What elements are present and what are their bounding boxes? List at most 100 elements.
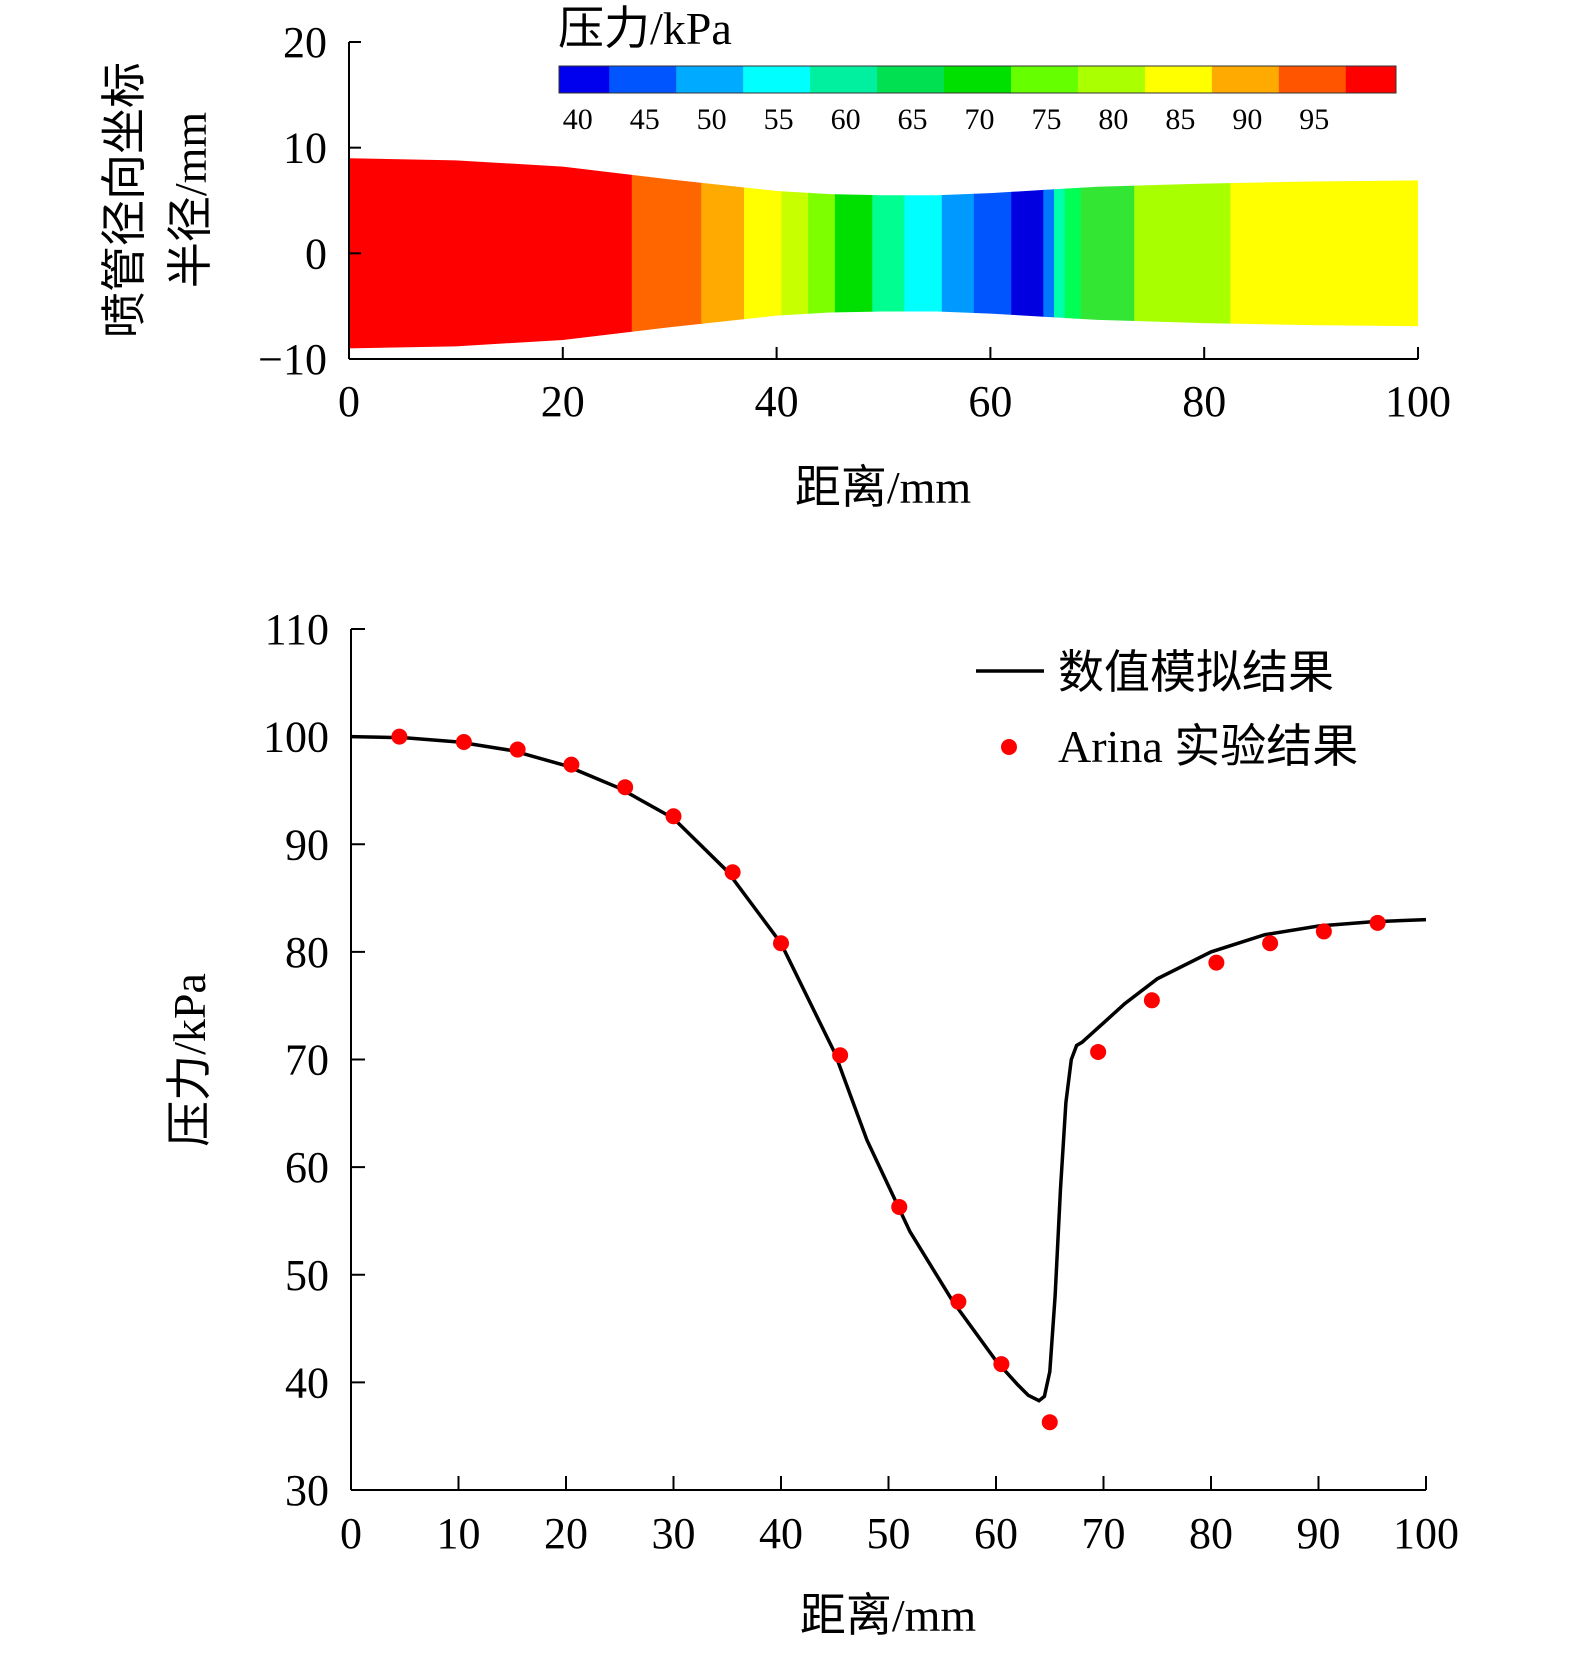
contour-band-15	[1080, 158, 1136, 349]
contour-y-tick-label: 20	[283, 18, 327, 67]
pressure-y-tick-label: 80	[285, 928, 329, 977]
data-point-experiment	[891, 1198, 908, 1215]
data-point-experiment	[773, 935, 789, 952]
data-point-experiment	[617, 779, 634, 796]
contour-band-17	[1230, 158, 1418, 349]
colorbar-tick-label: 80	[1098, 103, 1128, 136]
data-point-experiment	[1090, 1043, 1107, 1060]
contour-x-tick-label: 0	[338, 377, 360, 426]
colorbar-tick-label: 90	[1232, 103, 1262, 136]
colorbar-tick-label: 45	[630, 103, 660, 136]
pressure-x-tick-label: 100	[1393, 1509, 1459, 1558]
data-point-experiment	[993, 1356, 1010, 1373]
colorbar-tick-label: 50	[697, 103, 727, 136]
contour-x-tick-label: 100	[1385, 377, 1451, 426]
colorbar-ticks: 40 45 50 55 60 65 70 75 80 85 90 95	[563, 103, 1330, 136]
contour-band-2	[701, 158, 746, 349]
contour-x-ticks: 0 20 40 60 80 100	[338, 347, 1451, 426]
colorbar-segment-12	[1345, 66, 1397, 93]
colorbar-segment-2	[676, 66, 744, 93]
colorbar-segment-9	[1144, 66, 1213, 93]
pressure-y-tick-label: 70	[285, 1036, 329, 1085]
colorbar-segment-6	[944, 66, 1012, 93]
colorbar-title: 压力/kPa	[558, 3, 732, 54]
legend-label-simulation: 数值模拟结果	[1058, 647, 1334, 698]
pressure-y-tick-label: 30	[285, 1466, 329, 1515]
contour-y-tick-label: 0	[305, 229, 327, 278]
data-point-experiment	[724, 864, 741, 881]
colorbar-segment-3	[743, 66, 811, 93]
contour-band-5	[808, 158, 836, 349]
pressure-x-tick-label: 60	[974, 1509, 1018, 1558]
colorbar-segment-7	[1010, 66, 1079, 93]
colorbar-segment-4	[810, 66, 878, 93]
data-point-experiment	[1041, 1414, 1058, 1431]
colorbar-segment-8	[1077, 66, 1146, 93]
pressure-x-tick-label: 30	[652, 1509, 696, 1558]
colorbar-tick-label: 40	[563, 103, 593, 136]
contour-band-11	[1011, 158, 1045, 349]
legend-label-experiment: Arina 实验结果	[1058, 721, 1358, 772]
colorbar-tick-label: 60	[831, 103, 861, 136]
data-point-experiment	[950, 1293, 967, 1310]
contour-x-tick-label: 40	[755, 377, 799, 426]
contour-band-12	[1043, 158, 1056, 349]
contour-band-1	[631, 158, 703, 349]
pressure-y-tick-label: 40	[285, 1358, 329, 1407]
pressure-x-tick-label: 90	[1297, 1509, 1341, 1558]
pressure-y-tick-label: 90	[285, 820, 329, 869]
colorbar-segment-11	[1278, 66, 1347, 93]
contour-band-10	[973, 158, 1013, 349]
contour-band-8	[904, 158, 943, 349]
pressure-y-tick-label: 100	[263, 713, 329, 762]
pressure-x-tick-label: 70	[1082, 1509, 1126, 1558]
contour-band-16	[1134, 158, 1232, 349]
colorbar-tick-label: 65	[898, 103, 928, 136]
colorbar-segments	[558, 65, 1397, 94]
contour-x-tick-label: 60	[968, 377, 1012, 426]
pressure-x-tick-label: 0	[340, 1509, 362, 1558]
data-point-experiment	[563, 756, 580, 773]
legend: 数值模拟结果 Arina 实验结果	[976, 647, 1358, 772]
pressure-x-tick-label: 20	[544, 1509, 588, 1558]
pressure-y-tick-label: 110	[265, 605, 329, 654]
data-point-experiment	[391, 728, 408, 745]
pressure-x-tick-label: 50	[867, 1509, 911, 1558]
contour-y-axis-title-line2: 半径/mm	[165, 112, 216, 289]
pressure-chart: 110 100 90 80 70 60 50 40 30 0 10 20 30 40 50 60 70 80 90…	[164, 605, 1459, 1641]
colorbar: 压力/kPa 40 45 50 55 60 65 70 75 80 85 90 95	[558, 3, 1397, 136]
contour-band-9	[941, 158, 975, 349]
contour-x-tick-label: 20	[541, 377, 585, 426]
pressure-x-ticks: 0 10 20 30 40 50 60 70 80 90 100	[340, 1476, 1459, 1558]
contour-x-tick-label: 80	[1182, 377, 1226, 426]
pressure-x-axis-title: 距离/mm	[800, 1590, 977, 1641]
contour-band-7	[872, 158, 906, 349]
pressure-x-tick-label: 80	[1189, 1509, 1233, 1558]
contour-band-3	[744, 158, 783, 349]
colorbar-tick-label: 95	[1299, 103, 1329, 136]
data-point-experiment	[509, 741, 526, 758]
contour-bands	[349, 158, 1418, 349]
data-point-experiment	[665, 808, 682, 825]
pressure-x-tick-label: 10	[437, 1509, 481, 1558]
contour-y-tick-label: 10	[283, 124, 327, 173]
colorbar-tick-label: 85	[1165, 103, 1195, 136]
colorbar-segment-1	[609, 66, 677, 93]
data-point-experiment	[1262, 935, 1279, 952]
colorbar-tick-label: 55	[764, 103, 794, 136]
contour-y-axis-title-line1: 喷管径向坐标	[99, 62, 150, 338]
colorbar-segment-0	[559, 66, 610, 93]
data-point-experiment	[455, 734, 472, 751]
colorbar-frame	[558, 65, 1397, 94]
colorbar-segment-10	[1211, 66, 1280, 93]
colorbar-tick-label: 70	[965, 103, 995, 136]
data-point-experiment	[832, 1047, 849, 1064]
pressure-y-ticks: 110 100 90 80 70 60 50 40 30	[263, 605, 365, 1515]
contour-y-tick-label: −10	[258, 335, 327, 384]
data-point-experiment	[1369, 914, 1386, 931]
colorbar-tick-label: 75	[1031, 103, 1061, 136]
contour-band-13	[1054, 158, 1066, 349]
data-point-experiment	[1315, 923, 1332, 940]
